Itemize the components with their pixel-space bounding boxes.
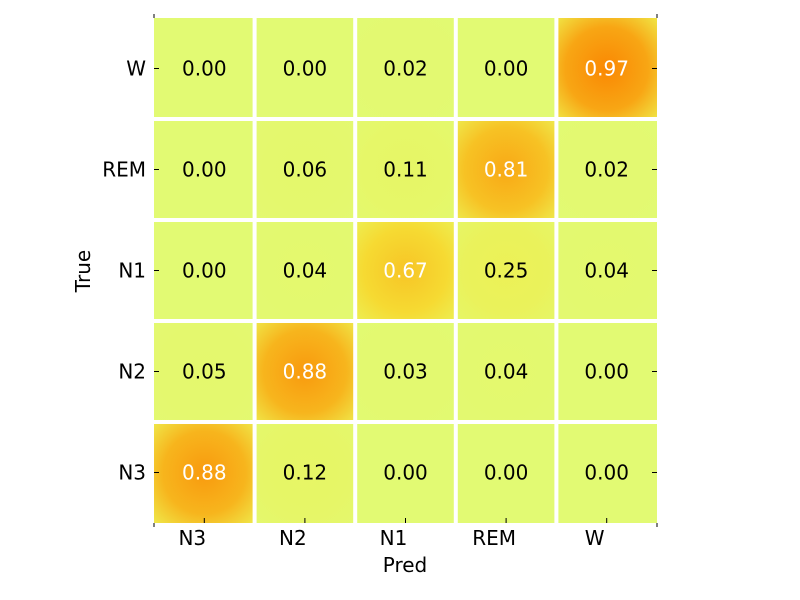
cell-value-label: 0.88: [182, 461, 227, 485]
heatmap-cell: [154, 422, 255, 523]
heatmap-cell: [254, 18, 356, 119]
cell-value-label: 0.97: [584, 57, 629, 81]
x-tick-label: W: [585, 526, 605, 550]
heatmap-cell: [154, 220, 255, 321]
cell-value-label: 0.12: [283, 461, 328, 485]
y-tick-label: REM: [102, 158, 146, 182]
cell-value-label: 0.00: [584, 360, 629, 384]
cell-value-labels: 0.00 0.00 0.02 0.00 0.97 0.00 0.06 0.11 0.81 0.02…: [182, 57, 629, 485]
cell-value-label: 0.04: [283, 259, 328, 283]
heatmap-cell: [154, 119, 255, 220]
heatmap-cell: [455, 422, 557, 523]
heatmap-cell: [556, 220, 657, 321]
cell-value-label: 0.04: [584, 259, 629, 283]
heatmap-cell: [154, 18, 255, 119]
heatmap-cell: [254, 422, 356, 523]
heatmap-cell: [355, 18, 456, 119]
heatmap-cell: [355, 119, 456, 220]
cell-value-label: 0.02: [383, 57, 428, 81]
x-tick-label: REM: [472, 526, 516, 550]
cell-value-label: 0.00: [283, 57, 328, 81]
heatmap-cell: [455, 18, 557, 119]
heatmap-cell: [556, 18, 657, 119]
y-axis-label: True: [71, 250, 95, 293]
cell-value-label: 0.00: [182, 57, 227, 81]
heatmap-cell: [254, 321, 356, 422]
heatmap-cell: [355, 220, 456, 321]
cell-value-label: 0.06: [283, 158, 328, 182]
heatmap-cell: [254, 220, 356, 321]
heatmap-cell: [355, 321, 456, 422]
heatmap-cell: [455, 119, 557, 220]
axis-ticks: [153, 14, 658, 527]
x-tick-labels: N3 N2 N1 REM W: [178, 526, 604, 550]
heatmap-cell: [455, 220, 557, 321]
heatmap-cell: [355, 422, 456, 523]
x-tick-label: N3: [178, 526, 206, 550]
y-tick-label: N3: [118, 461, 146, 485]
heatmap-cell: [154, 321, 255, 422]
cell-value-label: 0.00: [182, 158, 227, 182]
cell-value-label: 0.11: [383, 158, 428, 182]
y-tick-labels: W REM N1 N2 N3: [102, 57, 146, 485]
cell-value-label: 0.02: [584, 158, 629, 182]
heatmap-cell: [556, 119, 657, 220]
cell-value-label: 0.25: [484, 259, 529, 283]
cell-value-label: 0.04: [484, 360, 529, 384]
heatmap-cells: [154, 18, 657, 523]
heatmap-cell: [455, 321, 557, 422]
cell-value-label: 0.88: [283, 360, 328, 384]
cell-value-label: 0.00: [383, 461, 428, 485]
cell-value-label: 0.00: [484, 57, 529, 81]
cell-value-label: 0.00: [182, 259, 227, 283]
y-tick-label: N1: [118, 259, 146, 283]
cell-value-label: 0.67: [383, 259, 428, 283]
y-tick-label: N2: [118, 360, 146, 384]
cell-separators: [154, 18, 657, 523]
y-tick-label: W: [126, 57, 146, 81]
cell-value-label: 0.00: [484, 461, 529, 485]
heatmap-cell: [556, 422, 657, 523]
cell-value-label: 0.00: [584, 461, 629, 485]
cell-value-label: 0.03: [383, 360, 428, 384]
x-tick-label: N2: [279, 526, 307, 550]
x-axis-label: Pred: [383, 553, 428, 577]
x-tick-label: N1: [380, 526, 408, 550]
heatmap-cell: [254, 119, 356, 220]
cell-value-label: 0.81: [484, 158, 529, 182]
cell-value-label: 0.05: [182, 360, 227, 384]
heatmap-cell: [556, 321, 657, 422]
